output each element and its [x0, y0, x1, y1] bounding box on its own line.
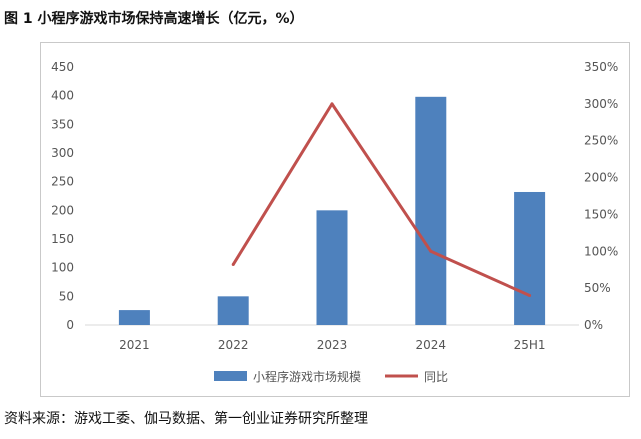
x-tick-label: 2024 — [416, 338, 447, 352]
yoy-line — [231, 102, 531, 297]
x-tick-label: 2021 — [119, 338, 150, 352]
figure-title: 图 1 小程序游戏市场保持高速增长（亿元，%） — [4, 11, 304, 27]
right-tick-label: 150% — [584, 207, 618, 221]
left-tick-label: 150 — [51, 232, 74, 246]
x-tick-label: 2023 — [317, 338, 348, 352]
yoy-point-2022 — [231, 263, 235, 267]
bar-25H1 — [514, 191, 546, 325]
left-tick-label: 350 — [51, 117, 74, 131]
left-tick-label: 200 — [51, 203, 74, 217]
chart-frame — [40, 42, 630, 397]
right-tick-label: 250% — [584, 134, 618, 148]
right-tick-label: 50% — [584, 281, 611, 295]
left-tick-label: 300 — [51, 146, 74, 160]
left-tick-label: 250 — [51, 175, 74, 189]
source-note: 资料来源：游戏工委、伽马数据、第一创业证券研究所整理 — [4, 411, 368, 427]
left-tick-label: 400 — [51, 89, 74, 103]
right-tick-label: 0% — [584, 318, 603, 332]
left-tick-label: 0 — [66, 318, 74, 332]
right-tick-label: 300% — [584, 97, 618, 111]
left-tick-label: 450 — [51, 60, 74, 74]
bar-2021 — [118, 310, 150, 325]
left-tick-label: 50 — [59, 289, 74, 303]
bar-2023 — [316, 210, 348, 325]
yoy-point-2024 — [429, 249, 433, 253]
yoy-point-2023 — [330, 102, 334, 106]
x-tick-label: 2022 — [218, 338, 249, 352]
legend-bar-swatch — [214, 371, 247, 381]
right-tick-label: 350% — [584, 60, 618, 74]
left-tick-label: 100 — [51, 261, 74, 275]
bar-2022 — [217, 296, 249, 325]
yoy-point-25H1 — [528, 294, 532, 298]
right-tick-label: 200% — [584, 171, 618, 185]
right-tick-label: 100% — [584, 244, 618, 258]
legend-bar-label: 小程序游戏市场规模 — [253, 369, 361, 384]
x-tick-label: 25H1 — [514, 338, 546, 352]
legend-line-label: 同比 — [424, 370, 448, 384]
bar-2024 — [415, 96, 447, 326]
